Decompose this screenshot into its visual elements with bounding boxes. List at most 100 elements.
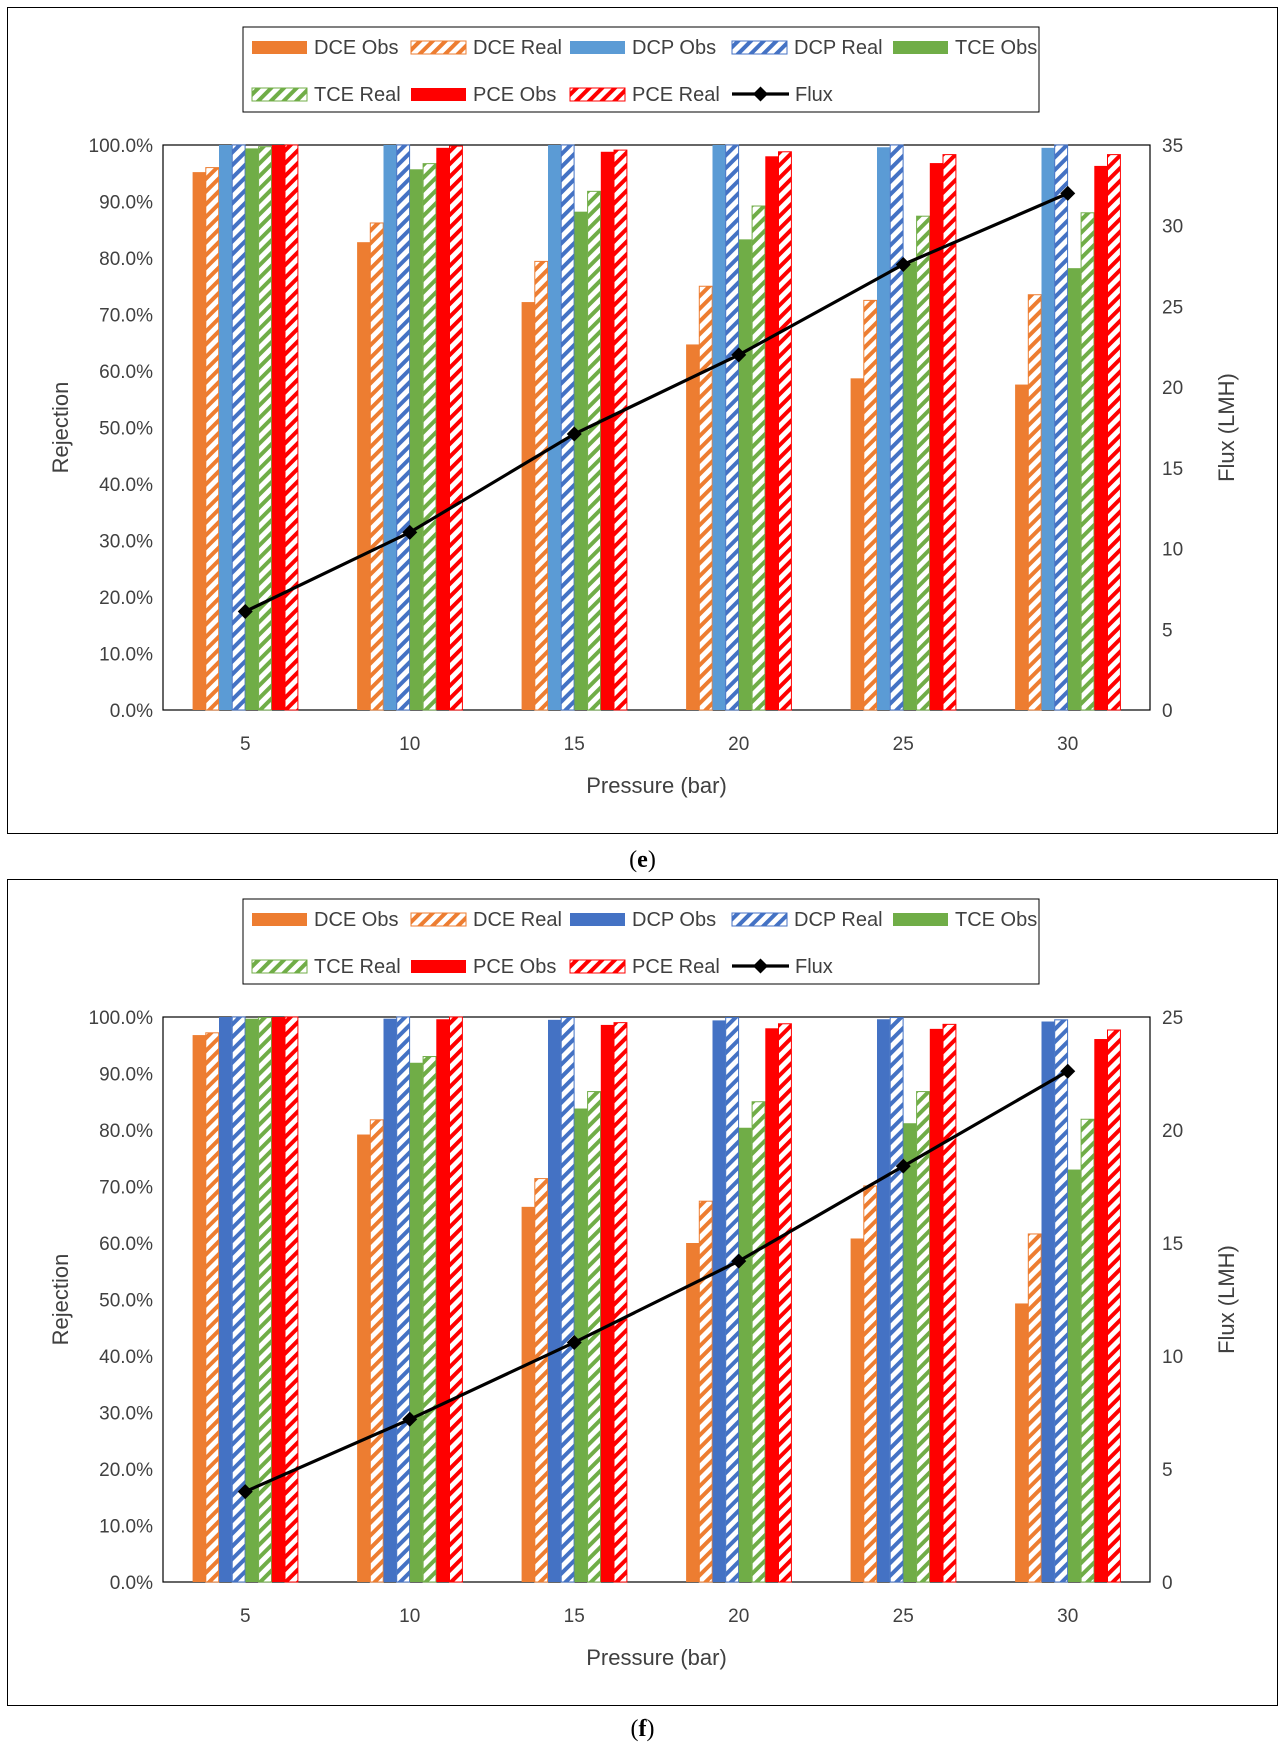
bar-dcp-obs xyxy=(877,147,890,710)
flux-marker xyxy=(402,1411,418,1427)
bar-dce-obs xyxy=(521,302,535,710)
legend-label-tce-obs: TCE Obs xyxy=(955,37,1037,59)
bar-dcp-obs xyxy=(712,145,726,710)
legend-label-pce-real: PCE Real xyxy=(632,956,720,978)
bar-dce-real xyxy=(698,1200,713,1583)
y-tick-label: 80.0% xyxy=(99,249,153,270)
legend-swatch-dcp-obs xyxy=(570,41,625,54)
bar-dcp-obs xyxy=(712,1020,726,1582)
y-tick-label: 70.0% xyxy=(99,306,153,327)
bar-tce-real xyxy=(587,190,601,711)
bar-dcp-obs xyxy=(219,1017,232,1582)
legend-marker-flux xyxy=(753,958,768,974)
y2-tick-label: 0 xyxy=(1162,1573,1173,1594)
legend-swatch-tce-obs xyxy=(893,913,948,926)
bar-pce-obs xyxy=(765,1028,779,1582)
bar-dce-real xyxy=(205,167,220,711)
bar-dcp-real xyxy=(231,1016,246,1583)
flux-marker xyxy=(895,256,911,272)
x-tick-label: 25 xyxy=(893,1606,914,1627)
y2-tick-label: 10 xyxy=(1162,540,1183,561)
flux-marker xyxy=(237,604,253,620)
bar-tce-obs xyxy=(903,261,917,710)
y-tick-label: 70.0% xyxy=(99,1178,153,1199)
bar-pce-obs xyxy=(436,147,450,710)
y-tick-label: 90.0% xyxy=(99,1065,153,1086)
y-tick-label: 30.0% xyxy=(99,1404,153,1425)
x-tick-label: 20 xyxy=(728,1606,749,1627)
bar-dce-obs xyxy=(1015,1303,1028,1582)
bar-dce-real xyxy=(863,1185,878,1583)
bar-tce-obs xyxy=(738,239,752,711)
bar-tce-real xyxy=(258,1017,273,1583)
y2-tick-label: 5 xyxy=(1162,1460,1173,1481)
y2-tick-label: 25 xyxy=(1162,1008,1183,1029)
bar-tce-obs xyxy=(574,211,588,711)
y2-tick-label: 5 xyxy=(1162,620,1173,641)
bar-pce-real xyxy=(942,1023,957,1583)
bar-tce-obs xyxy=(245,148,259,710)
y-axis-title: Rejection xyxy=(48,1254,73,1346)
legend-swatch-tce-real xyxy=(251,87,308,102)
bar-tce-real xyxy=(751,205,766,711)
bar-dce-real xyxy=(369,222,384,711)
bar-tce-real xyxy=(422,163,437,711)
x-tick-label: 5 xyxy=(240,734,251,755)
bar-dce-obs xyxy=(850,378,864,710)
bar-dcp-real xyxy=(231,144,246,711)
bar-dcp-obs xyxy=(1041,1021,1055,1582)
legend-swatch-tce-real xyxy=(251,959,308,974)
flux-marker xyxy=(566,426,582,442)
flux-marker xyxy=(895,1158,911,1174)
bar-dce-obs xyxy=(357,242,370,710)
bar-dce-obs xyxy=(192,1035,206,1582)
y-tick-label: 10.0% xyxy=(99,1517,153,1538)
y-tick-label: 20.0% xyxy=(99,588,153,609)
bar-dce-real xyxy=(863,299,878,711)
legend-label-tce-obs: TCE Obs xyxy=(955,909,1037,931)
legend-label-tce-real: TCE Real xyxy=(314,84,401,106)
bar-pce-obs xyxy=(929,1028,943,1582)
flux-marker xyxy=(237,1484,253,1500)
bar-dcp-obs xyxy=(877,1019,890,1582)
bar-dce-real xyxy=(205,1032,220,1583)
bar-tce-real xyxy=(1080,212,1095,711)
bar-pce-obs xyxy=(271,145,285,710)
flux-marker xyxy=(731,1253,747,1269)
legend-label-dce-real: DCE Real xyxy=(473,37,562,59)
y-tick-label: 30.0% xyxy=(99,532,153,553)
y2-tick-label: 0 xyxy=(1162,701,1173,722)
legend-label-flux: Flux xyxy=(795,84,833,106)
bar-dce-obs xyxy=(686,1243,699,1582)
bar-tce-obs xyxy=(409,1062,423,1582)
bar-pce-obs xyxy=(600,1024,614,1582)
bar-dce-real xyxy=(698,285,713,711)
bar-dcp-obs xyxy=(219,145,232,710)
bar-dcp-real xyxy=(889,144,904,711)
y-tick-label: 100.0% xyxy=(89,1008,154,1029)
bar-pce-real xyxy=(449,145,463,711)
y-tick-label: 50.0% xyxy=(99,1291,153,1312)
bar-pce-real xyxy=(1107,154,1121,711)
y2-tick-label: 15 xyxy=(1162,459,1183,480)
bar-tce-real xyxy=(587,1091,601,1583)
bar-pce-real xyxy=(778,151,792,711)
bar-dce-real xyxy=(1027,1233,1042,1583)
legend-swatch-dce-obs xyxy=(252,41,307,54)
y-tick-label: 90.0% xyxy=(99,193,153,214)
x-tick-label: 20 xyxy=(728,734,749,755)
legend-swatch-pce-obs xyxy=(411,960,466,973)
legend-swatch-pce-obs xyxy=(411,88,466,101)
legend-label-dce-obs: DCE Obs xyxy=(314,37,398,59)
bar-pce-real xyxy=(449,1016,463,1583)
legend-swatch-dce-real xyxy=(410,912,467,927)
bar-tce-real xyxy=(916,1091,930,1583)
bar-pce-obs xyxy=(1094,1039,1108,1582)
x-tick-label: 10 xyxy=(399,734,420,755)
x-axis-title: Pressure (bar) xyxy=(586,773,727,798)
bar-dce-obs xyxy=(192,172,206,710)
bar-dce-obs xyxy=(521,1206,535,1582)
bar-pce-real xyxy=(284,1016,299,1583)
bar-pce-real xyxy=(613,149,628,711)
bar-tce-obs xyxy=(409,169,423,711)
